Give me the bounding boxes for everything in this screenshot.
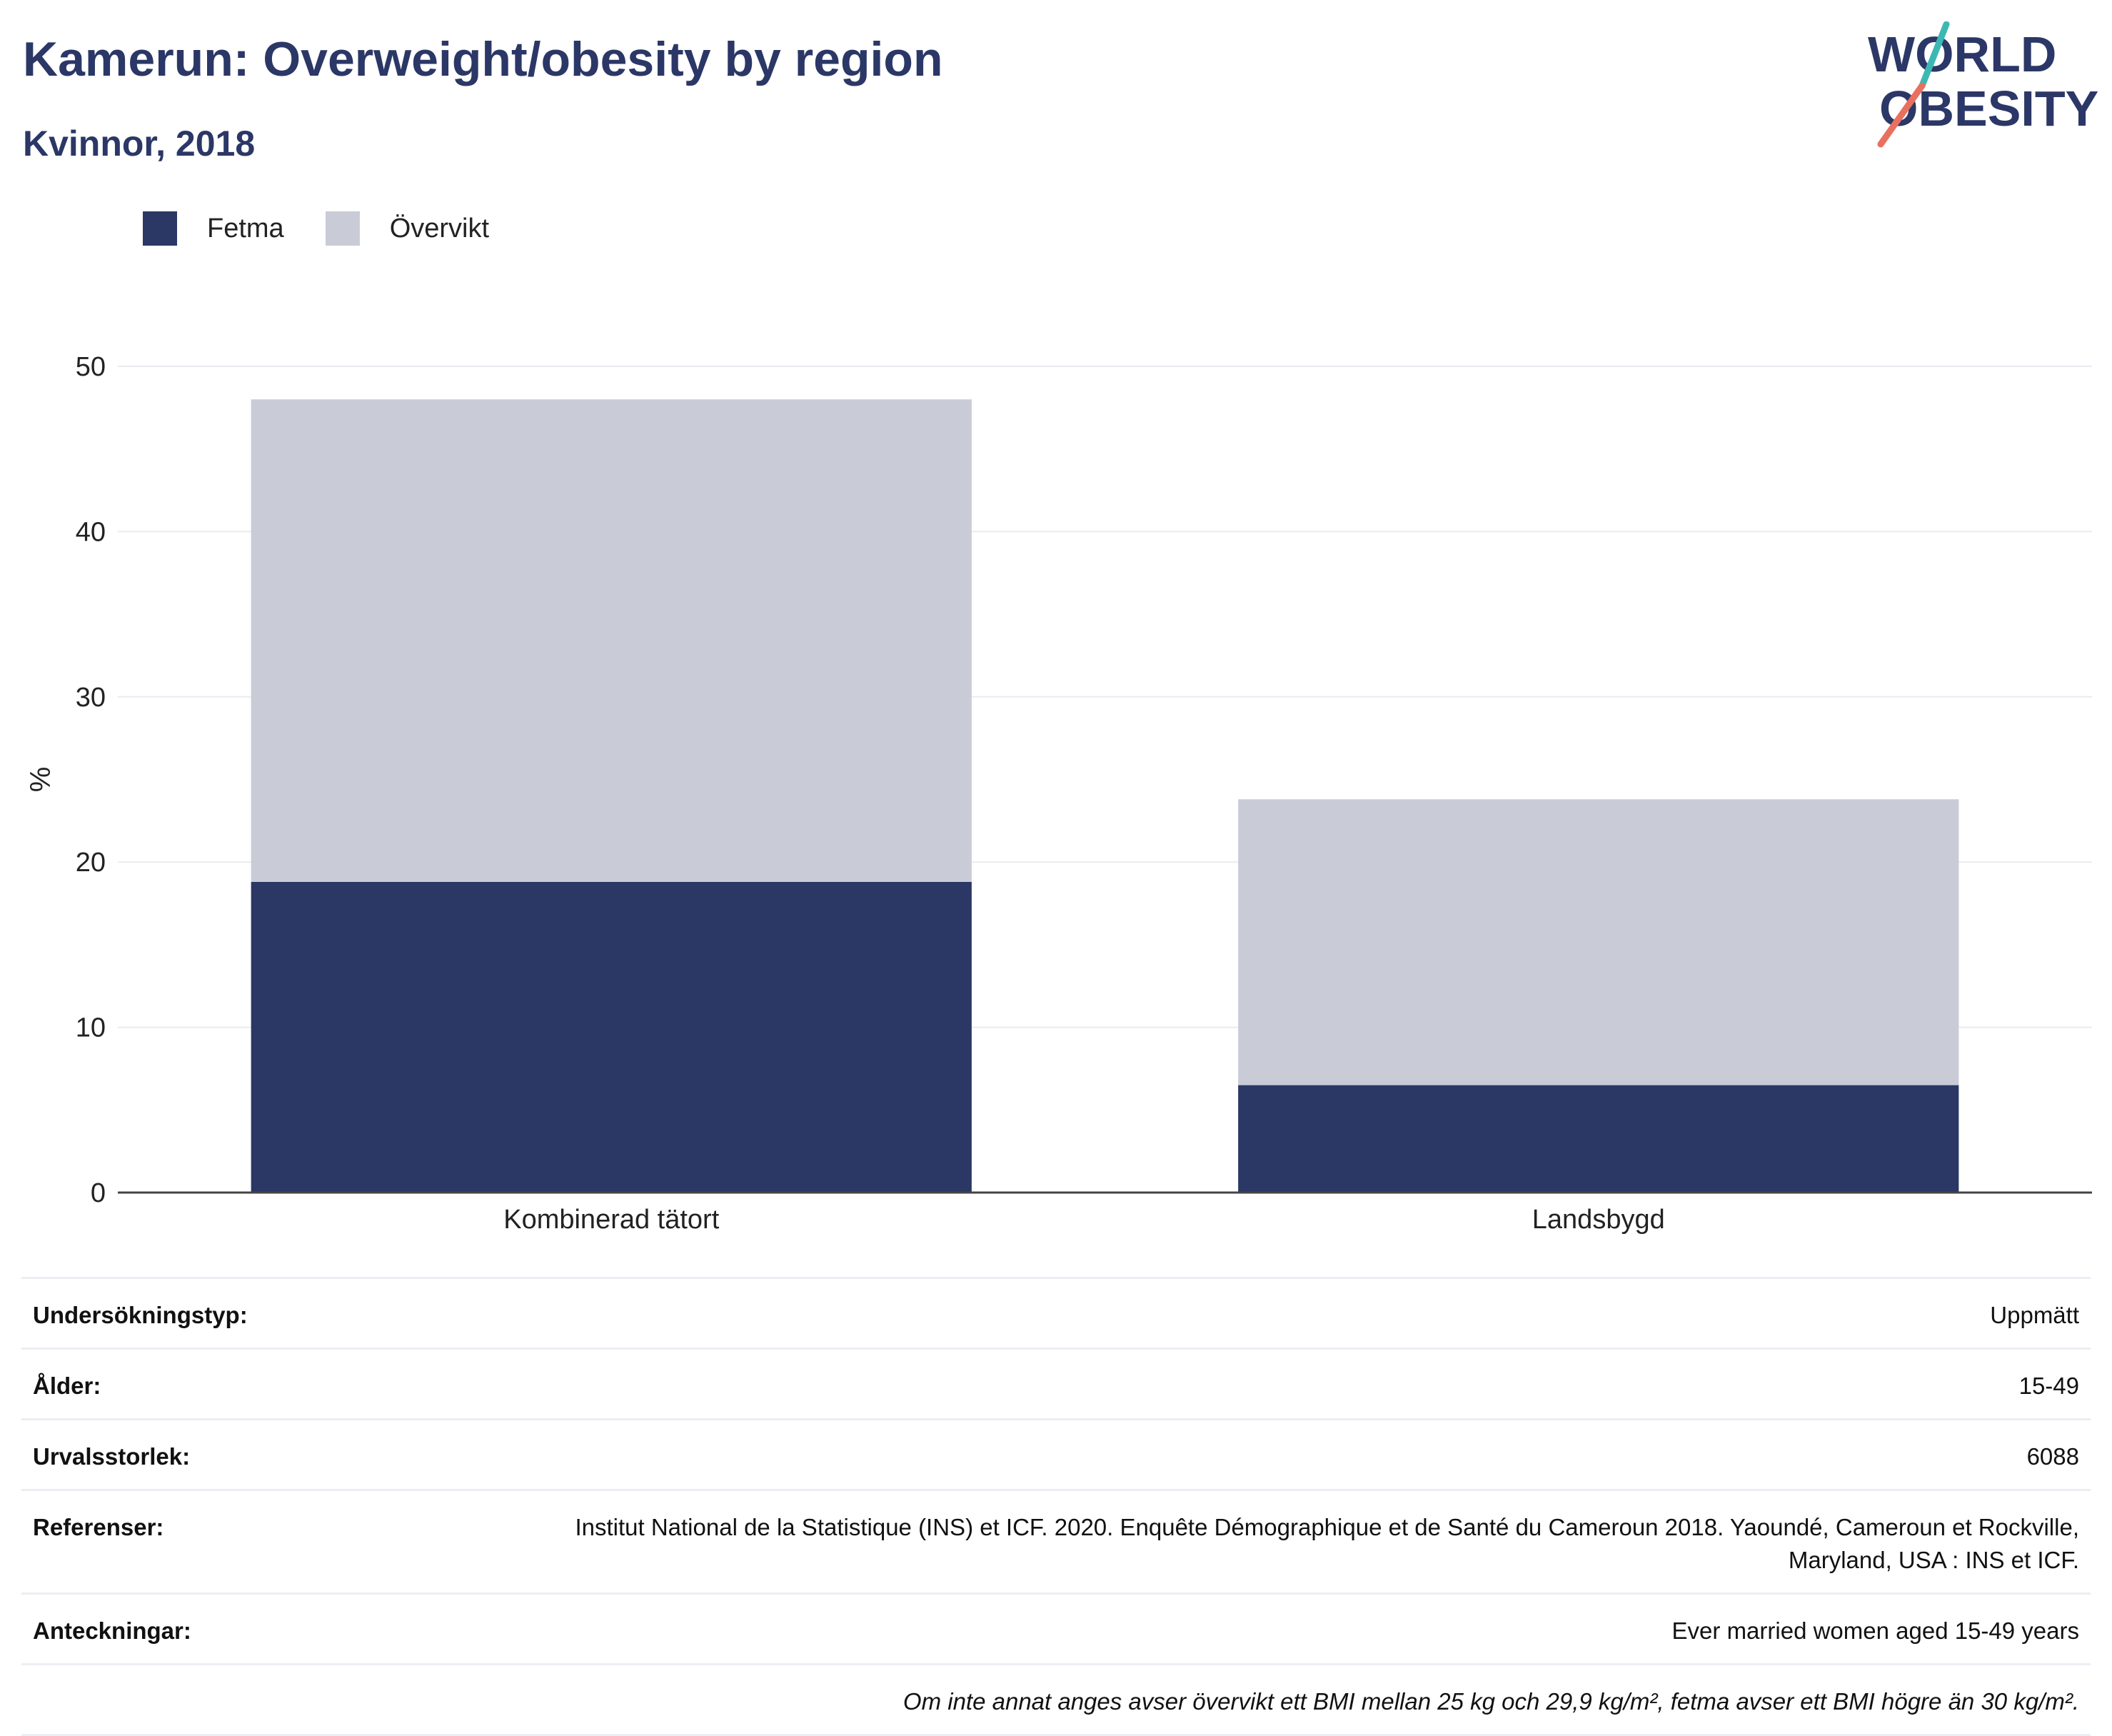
x-tick-label: Landsbygd (1532, 1205, 1665, 1235)
bar-fetma-2 (1238, 1085, 1959, 1193)
info-row-age: Ålder: 15-49 (21, 1350, 2091, 1420)
y-tick-label: 40 (76, 517, 106, 547)
info-table: Undersökningstyp: Uppmätt Ålder: 15-49 U… (21, 1277, 2091, 1736)
logo-line1: WORLD (1868, 26, 2056, 82)
info-label: Urvalsstorlek: (33, 1443, 191, 1470)
info-label: Anteckningar: (33, 1617, 191, 1644)
info-row-notes: Anteckningar: Ever married women aged 15… (21, 1595, 2091, 1665)
bar-chart: 0 10 20 30 40 50% Kombinerad tätort Landsbygd (25, 352, 2092, 1235)
bar--vervikt-2 (1238, 799, 1959, 1085)
world-obesity-logo: WORLD OBESITY (1868, 21, 2098, 148)
info-row-references: Referenser: Institut National de la Stat… (21, 1491, 2091, 1595)
legend-swatch-overvikt (325, 211, 360, 246)
info-value: 15-49 (2018, 1373, 2079, 1399)
info-value: Ever married women aged 15-49 years (1671, 1617, 2079, 1644)
bar--vervikt-1 (251, 399, 972, 882)
x-tick-label: Kombinerad tätort (503, 1205, 719, 1235)
info-label: Undersökningstyp: (33, 1302, 248, 1328)
y-tick-label: 0 (91, 1178, 106, 1208)
info-row-survey-type: Undersökningstyp: Uppmätt (21, 1279, 2091, 1350)
chart-legend: Fetma Övervikt (143, 211, 530, 246)
y-tick-label: 20 (76, 848, 106, 878)
bar-fetma-1 (251, 881, 972, 1193)
info-value: Institut National de la Statistique (INS… (575, 1514, 2079, 1573)
info-label: Ålder: (33, 1373, 101, 1399)
legend-item-overvikt[interactable]: Övervikt (325, 211, 490, 246)
legend-item-fetma[interactable]: Fetma (143, 211, 284, 246)
info-value: 6088 (2026, 1443, 2079, 1470)
y-tick-label: 50 (76, 352, 106, 382)
y-axis-label: % (25, 767, 56, 793)
info-value: Uppmätt (1990, 1302, 2079, 1328)
page-title: Kamerun: Overweight/obesity by region (23, 32, 943, 86)
legend-label-overvikt: Övervikt (389, 213, 490, 244)
y-tick-label: 30 (76, 683, 106, 713)
y-tick-label: 10 (76, 1013, 106, 1043)
legend-swatch-fetma (143, 211, 177, 246)
legend-label-fetma: Fetma (207, 213, 284, 244)
info-label: Referenser: (33, 1514, 164, 1540)
info-row-bmi-note: Om inte annat anges avser övervikt ett B… (21, 1665, 2091, 1736)
info-row-sample-size: Urvalsstorlek: 6088 (21, 1420, 2091, 1491)
logo-line2: OBESITY (1879, 81, 2098, 136)
page-subtitle: Kvinnor, 2018 (23, 124, 256, 164)
bmi-definition-note: Om inte annat anges avser övervikt ett B… (902, 1688, 2079, 1715)
